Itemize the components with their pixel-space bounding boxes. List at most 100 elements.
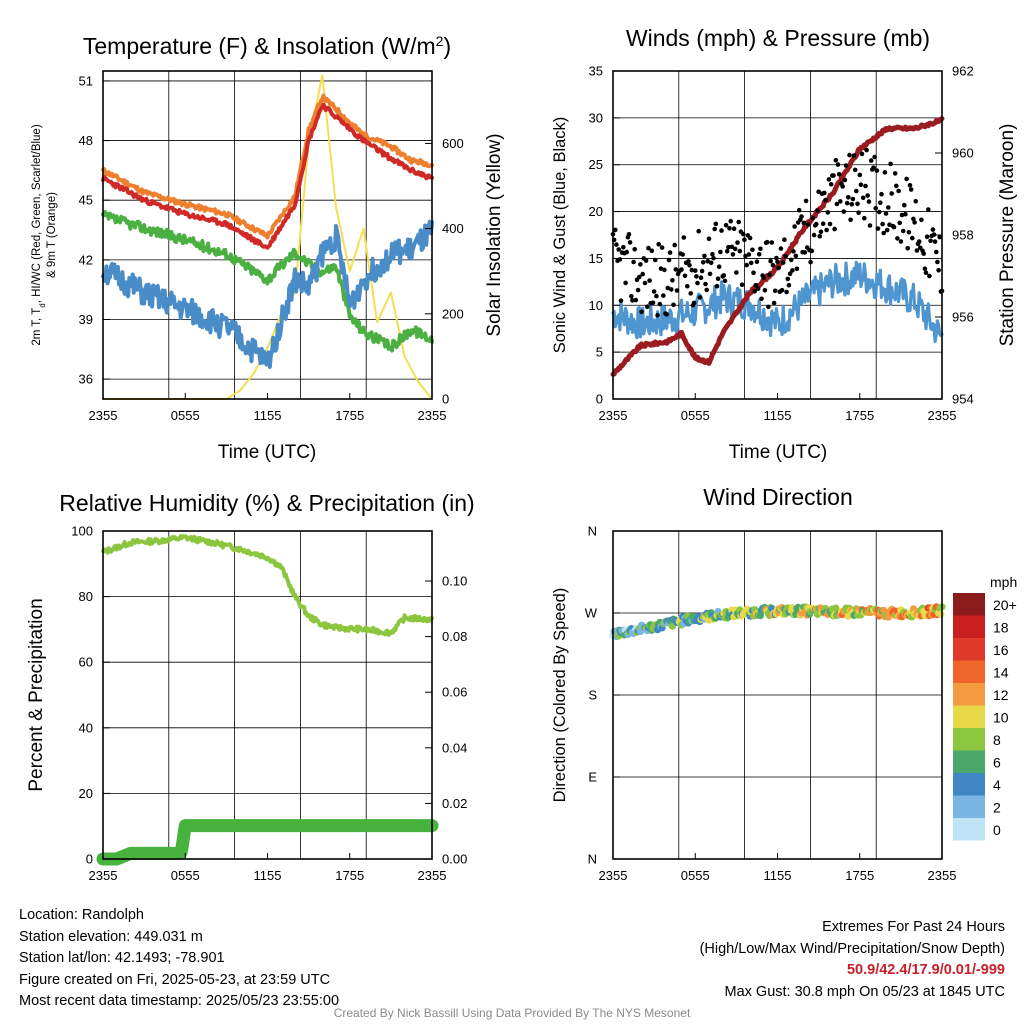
y-tick-label: S [588,688,597,703]
x-tick-label: 0555 [171,408,200,423]
legend-swatch [953,750,985,773]
gust-point [922,266,928,272]
gust-point [647,278,652,283]
y2-tick-label: 962 [952,64,974,79]
gust-point [729,244,735,250]
gust-point [747,235,753,241]
gust-point [872,154,877,160]
gust-point [759,296,764,302]
gust-point [730,252,736,257]
gust-point [770,262,776,268]
legend-label: 6 [993,755,1001,771]
x-tick-label: 1755 [845,868,874,883]
direction-point [937,610,945,618]
gust-point [864,147,869,153]
gust-point [669,287,674,292]
gust-point [806,222,811,227]
gust-point [670,278,675,283]
gust-point [803,198,809,204]
gust-point [847,152,852,158]
gust-point [825,210,831,215]
gust-point [783,253,788,259]
gust-point [732,246,738,252]
gust-point [910,235,915,241]
gust-point [780,260,786,265]
gust-point [626,232,632,237]
gust-point [931,232,937,237]
gust-point [883,211,889,216]
winds-panel: Winds (mph) & Pressure (mb) 2355 0555 1155 1… [551,25,1018,463]
temperature-ylabel-line2: & 9m T (Orange) [46,192,58,278]
gust-point [913,199,918,204]
gust-point [767,272,772,278]
y2-tick-label: 956 [952,310,974,325]
recent-data-time: Most recent data timestamp: 2025/05/23 2… [19,993,340,1009]
gust-point [932,239,938,244]
gust-point [787,271,793,277]
y-tick-label: W [585,606,598,621]
gust-point [639,309,644,315]
gust-point [840,184,845,189]
legend-label: 10 [993,710,1009,726]
temperature-ylabel: 2m T, Td, HI/WC (Red, Green, Scarlet/Blu… [31,124,47,345]
y2-tick-label: 0.08 [442,629,467,644]
gust-point [902,202,907,208]
gust-point [689,267,695,273]
y-tick-label: 30 [589,110,603,125]
direction-point [880,606,888,614]
gust-point [655,313,660,318]
gust-point [827,221,833,227]
gust-point [635,287,641,293]
gust-point [685,283,690,289]
gust-point [679,267,684,272]
gust-point [713,221,719,227]
gust-point [656,242,661,247]
gust-point [712,226,717,232]
y-tick-label: 15 [589,251,603,266]
gust-point [927,273,932,279]
legend-title: mph [990,574,1017,590]
ylabel-part: 2m T, T [31,308,43,346]
gust-point [894,183,899,189]
y-tick-label: 0 [596,392,603,407]
gust-point [791,249,796,254]
gust-point [774,255,779,261]
gust-point [627,240,633,245]
station-info: Location: Randolph Station elevation: 44… [19,905,339,1013]
x-tick-label: 1155 [254,868,282,883]
gust-point [919,217,924,223]
y2-tick-label: 0.06 [442,685,467,700]
gust-point [714,283,720,289]
gust-point [875,226,881,231]
gust-point [661,293,666,298]
gust-point [884,227,890,233]
gust-point [850,196,856,202]
gust-point [706,236,712,242]
x-tick-label: 2355 [928,408,957,423]
temperature-panel: Temperature (F) & Insolation (W/m2)2355 0… [31,33,505,463]
x-tick-label: 0555 [681,868,710,883]
gust-point [788,257,794,263]
gust-point [831,173,836,178]
gust-point [667,250,673,255]
gust-point [865,193,870,198]
gust-point [826,177,832,182]
gust-point [860,195,866,201]
gust-point [916,239,922,244]
gust-point [786,282,792,288]
gust-point [928,238,933,244]
gust-point [727,226,732,231]
gust-point [680,252,685,257]
gust-point [638,262,643,267]
gust-point [739,282,745,288]
lat-lon: Station lat/lon: 42.1493; -78.901 [19,950,225,966]
x-tick-label: 2355 [89,868,118,883]
legend-label: 12 [993,687,1009,703]
gust-point [785,276,791,282]
gust-point [814,221,819,227]
gust-point [802,250,808,255]
gust-point [790,268,795,273]
gust-point [882,170,888,175]
humidity-title: Relative Humidity (%) & Precipitation (i… [59,490,474,516]
